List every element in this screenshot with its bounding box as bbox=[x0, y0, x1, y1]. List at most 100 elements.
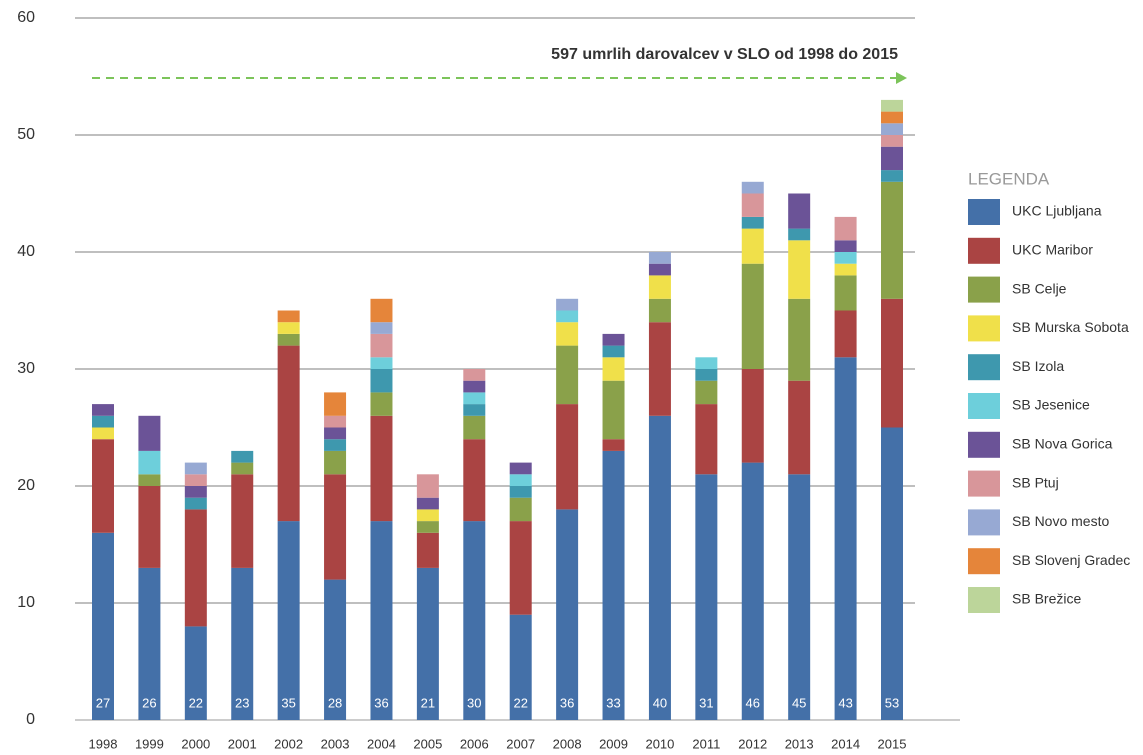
bar-segment bbox=[370, 357, 393, 369]
bar-segment bbox=[602, 450, 625, 720]
bar-segment bbox=[834, 357, 857, 720]
bar-segment bbox=[509, 614, 532, 720]
bar-segment bbox=[881, 123, 903, 135]
total-label: 26 bbox=[142, 695, 156, 710]
bar-segment bbox=[741, 228, 764, 264]
x-tick-label: 2000 bbox=[181, 736, 210, 751]
bar-segment bbox=[695, 380, 718, 405]
bar-segment bbox=[741, 181, 764, 194]
bar-segment bbox=[509, 462, 532, 475]
legend-swatch bbox=[968, 509, 1000, 536]
bar-segment bbox=[695, 474, 718, 720]
bar-segment bbox=[741, 216, 764, 229]
legend-title: LEGENDA bbox=[968, 169, 1050, 188]
bar-segment bbox=[92, 532, 114, 720]
bar-segment bbox=[277, 521, 300, 720]
bar-segment bbox=[788, 193, 811, 229]
x-tick-label: 1999 bbox=[135, 736, 164, 751]
bar-segment bbox=[92, 439, 114, 533]
bar-segment bbox=[602, 439, 625, 451]
y-tick-label: 10 bbox=[17, 594, 35, 611]
bar-segment bbox=[463, 369, 486, 381]
bar-segment bbox=[416, 567, 439, 720]
bar-segment bbox=[788, 298, 811, 381]
bar-segment bbox=[463, 380, 486, 393]
bar-segment bbox=[370, 298, 393, 323]
bar-segment bbox=[463, 404, 486, 416]
bar-segment bbox=[370, 333, 393, 358]
bar-segment bbox=[324, 474, 347, 580]
bar-segment bbox=[834, 252, 857, 264]
x-tick-label: 1998 bbox=[89, 736, 118, 751]
bar-segment bbox=[231, 567, 254, 720]
legend-swatch bbox=[968, 393, 1000, 419]
bar-segment bbox=[788, 228, 811, 241]
legend-swatch bbox=[968, 470, 1000, 497]
bar-segment bbox=[556, 345, 579, 405]
total-label: 22 bbox=[189, 695, 203, 710]
bar-segment bbox=[881, 427, 903, 720]
bar-segment bbox=[556, 298, 579, 311]
bar-segment bbox=[834, 263, 857, 276]
bar-segment bbox=[834, 310, 857, 358]
bar-segment bbox=[138, 567, 161, 720]
legend-label: SB Jesenice bbox=[1012, 397, 1090, 413]
bar-segment bbox=[231, 450, 254, 463]
bar-segment bbox=[184, 497, 207, 510]
total-label: 46 bbox=[746, 695, 760, 710]
bar-segment bbox=[881, 111, 903, 124]
bar-segment bbox=[788, 380, 811, 475]
total-label: 27 bbox=[96, 695, 110, 710]
legend-swatch bbox=[968, 548, 1000, 575]
total-label: 36 bbox=[560, 695, 574, 710]
bar-segment bbox=[556, 509, 579, 720]
bar-segment bbox=[463, 521, 486, 720]
legend-swatch bbox=[968, 237, 1000, 264]
legend-swatch bbox=[968, 354, 1000, 381]
legend-swatch bbox=[968, 587, 1000, 613]
bar-segment bbox=[788, 474, 811, 720]
bar-segment bbox=[370, 392, 393, 416]
legend-label: SB Slovenj Gradec bbox=[1012, 552, 1130, 568]
bar-segment bbox=[648, 415, 671, 720]
x-tick-label: 2014 bbox=[831, 736, 860, 751]
bar-segment bbox=[138, 486, 161, 568]
x-tick-label: 2012 bbox=[738, 736, 767, 751]
bar-segment bbox=[648, 263, 671, 276]
x-tick-label: 2004 bbox=[367, 736, 396, 751]
bar-segment bbox=[231, 462, 254, 475]
total-label: 31 bbox=[699, 695, 713, 710]
x-tick-label: 2002 bbox=[274, 736, 303, 751]
annotation: 597 umrlih darovalcev v SLO od 1998 do 2… bbox=[551, 46, 898, 63]
bar-segment bbox=[277, 345, 300, 522]
bar-segment bbox=[881, 298, 903, 428]
bar-segment bbox=[463, 439, 486, 522]
bar-segment bbox=[184, 626, 207, 720]
bar-segment bbox=[138, 415, 161, 451]
legend-label: UKC Ljubljana bbox=[1012, 203, 1102, 219]
bar-segment bbox=[788, 240, 811, 299]
bar-segment bbox=[184, 486, 207, 498]
x-tick-label: 2015 bbox=[878, 736, 907, 751]
bar-segment bbox=[741, 193, 764, 217]
total-label: 30 bbox=[467, 695, 481, 710]
total-label: 40 bbox=[653, 695, 667, 710]
x-tick-label: 2001 bbox=[228, 736, 257, 751]
bar-segment bbox=[416, 532, 439, 568]
y-tick-label: 60 bbox=[17, 9, 35, 26]
bar-segment bbox=[324, 415, 347, 428]
x-tick-label: 2013 bbox=[785, 736, 814, 751]
x-tick-label: 2009 bbox=[599, 736, 628, 751]
x-tick-label: 2010 bbox=[645, 736, 674, 751]
x-tick-label: 2005 bbox=[413, 736, 442, 751]
bar-segment bbox=[695, 357, 718, 369]
legend-label: SB Murska Sobota bbox=[1012, 319, 1129, 335]
bar-segment bbox=[463, 415, 486, 440]
bar-segment bbox=[92, 427, 114, 440]
bar-segment bbox=[602, 333, 625, 346]
bar-segment bbox=[648, 298, 671, 323]
bar-segment bbox=[602, 345, 625, 358]
bar-segment bbox=[509, 486, 532, 498]
bar-segment bbox=[277, 322, 300, 334]
